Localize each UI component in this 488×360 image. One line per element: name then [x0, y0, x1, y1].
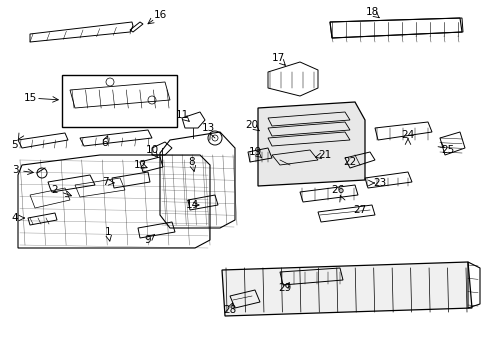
- Text: 20: 20: [245, 120, 258, 130]
- Text: 11: 11: [175, 110, 188, 120]
- Text: 24: 24: [401, 130, 414, 140]
- Text: 23: 23: [373, 178, 386, 188]
- Text: 29: 29: [278, 283, 291, 293]
- Text: 26: 26: [331, 185, 344, 195]
- Text: 17: 17: [271, 53, 284, 63]
- Text: 25: 25: [441, 145, 454, 155]
- Polygon shape: [258, 102, 364, 186]
- Text: 22: 22: [343, 157, 356, 167]
- Text: 13: 13: [201, 123, 214, 133]
- Bar: [62, 75, 177, 127]
- Text: 19: 19: [248, 147, 261, 157]
- Text: 14: 14: [185, 200, 198, 210]
- Text: 8: 8: [188, 157, 195, 167]
- Text: 1: 1: [104, 227, 111, 237]
- Text: 5: 5: [12, 140, 18, 150]
- Text: 6: 6: [102, 138, 108, 148]
- Polygon shape: [222, 262, 471, 316]
- Text: 3: 3: [12, 165, 18, 175]
- Text: 27: 27: [353, 205, 366, 215]
- Text: 4: 4: [12, 213, 18, 223]
- Text: 21: 21: [318, 150, 331, 160]
- Text: 28: 28: [223, 305, 236, 315]
- Text: 12: 12: [133, 160, 146, 170]
- Text: 2: 2: [52, 185, 58, 195]
- Text: 9: 9: [144, 235, 151, 245]
- Text: 18: 18: [365, 7, 378, 17]
- Text: 16: 16: [153, 10, 166, 20]
- Text: 15: 15: [23, 93, 37, 103]
- Text: 7: 7: [102, 177, 108, 187]
- Text: 10: 10: [145, 145, 158, 155]
